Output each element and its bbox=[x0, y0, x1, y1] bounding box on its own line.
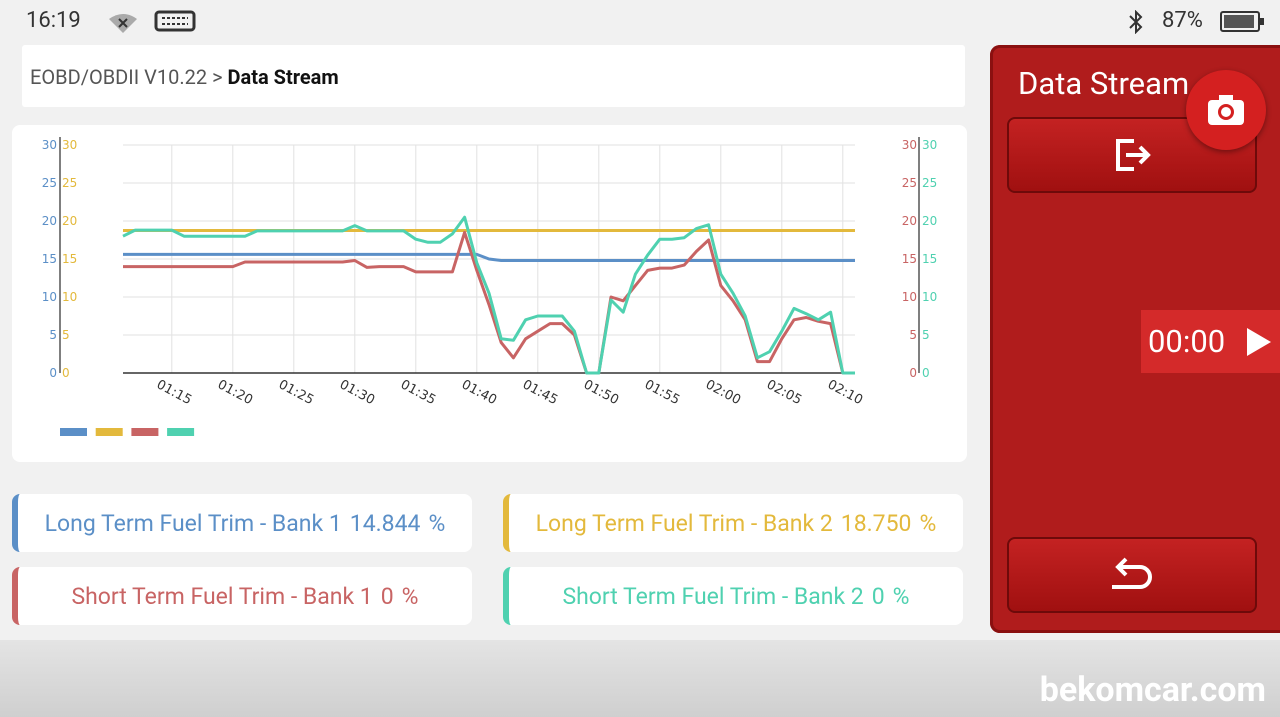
camera-button[interactable] bbox=[1186, 70, 1266, 150]
breadcrumb: EOBD/OBDII V10.22 > Data Stream bbox=[30, 65, 339, 89]
sidebar-title: Data Stream bbox=[1018, 65, 1190, 102]
back-button[interactable] bbox=[1007, 537, 1257, 613]
timer-button[interactable]: 00:00 bbox=[1141, 310, 1280, 373]
reading-card: Long Term Fuel Trim - Bank 1 14.844% bbox=[12, 494, 472, 552]
reading-label: Short Term Fuel Trim - Bank 2 bbox=[562, 582, 864, 610]
reading-unit: % bbox=[892, 582, 910, 610]
reading-unit: % bbox=[919, 509, 937, 537]
chart-card bbox=[12, 125, 967, 462]
reading-card: Long Term Fuel Trim - Bank 2 18.750% bbox=[503, 494, 963, 552]
reading-value: 14.844 bbox=[349, 509, 421, 537]
bluetooth-icon bbox=[1129, 10, 1143, 34]
bottom-bar: bekomcar.com bbox=[0, 640, 1280, 717]
reading-label: Short Term Fuel Trim - Bank 1 bbox=[71, 582, 373, 610]
reading-value: 0 bbox=[380, 582, 394, 610]
breadcrumb-current[interactable]: Data Stream bbox=[227, 65, 339, 89]
reading-unit: % bbox=[428, 509, 446, 537]
reading-unit: % bbox=[401, 582, 419, 610]
reading-label: Long Term Fuel Trim - Bank 1 bbox=[44, 509, 342, 537]
reading-label: Long Term Fuel Trim - Bank 2 bbox=[535, 509, 833, 537]
breadcrumb-bar: EOBD/OBDII V10.22 > Data Stream bbox=[22, 45, 965, 107]
watermark: bekomcar.com bbox=[1039, 670, 1266, 710]
reading-value: 18.750 bbox=[840, 509, 912, 537]
reading-card: Short Term Fuel Trim - Bank 1 0% bbox=[12, 567, 472, 625]
breadcrumb-path: EOBD/OBDII V10.22 > bbox=[30, 65, 223, 89]
status-icons bbox=[109, 10, 196, 33]
clock: 16:19 bbox=[26, 8, 81, 33]
reading-card: Short Term Fuel Trim - Bank 2 0% bbox=[503, 567, 963, 625]
timer: 00:00 bbox=[1148, 323, 1226, 360]
reading-value: 0 bbox=[871, 582, 885, 610]
battery-level: 87% bbox=[1162, 8, 1203, 33]
battery-icon bbox=[1220, 11, 1264, 32]
status-bar: 16:19 87% bbox=[0, 0, 1280, 44]
